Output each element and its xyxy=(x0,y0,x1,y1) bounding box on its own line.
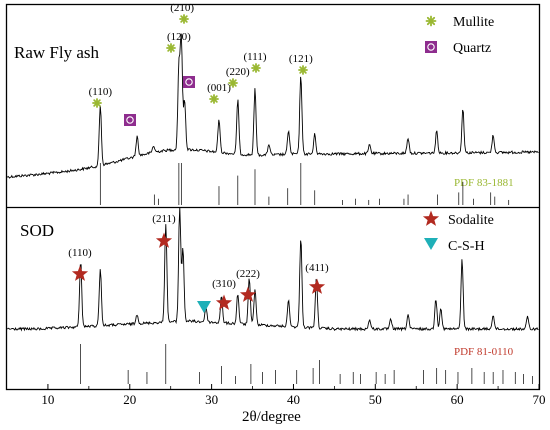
sodalite-star xyxy=(239,286,257,302)
x-tick-label: 50 xyxy=(369,392,382,407)
reference-card-bottom: PDF 81-0110 xyxy=(454,346,514,358)
legend-mullite-label: Mullite xyxy=(453,15,494,30)
mullite-asterisk xyxy=(228,78,238,88)
x-tick-label: 10 xyxy=(41,392,54,407)
hkl-label-bottom: (411) xyxy=(305,262,329,274)
x-tick-label: 60 xyxy=(451,392,464,407)
hkl-label-bottom: (110) xyxy=(68,247,92,259)
panel-title-top: Raw Fly ash xyxy=(14,43,100,62)
quartz-marker-ring xyxy=(185,78,193,86)
quartz-marker xyxy=(183,76,195,88)
legend-mullite-marker xyxy=(425,15,437,27)
quartz-marker-ring xyxy=(126,116,134,124)
mullite-asterisk xyxy=(298,65,308,75)
hkl-label-top: (220) xyxy=(226,66,250,78)
legend-csh-marker xyxy=(424,238,438,250)
pattern-line-raw-fly-ash xyxy=(7,33,539,179)
mullite-asterisk-stroke xyxy=(299,66,307,74)
quartz-marker xyxy=(124,114,136,126)
legend-csh-label: C-S-H xyxy=(448,239,485,254)
hkl-label-bottom: (211) xyxy=(152,213,176,225)
legend-quartz-marker xyxy=(425,41,437,53)
hkl-label-top: (210) xyxy=(170,2,194,14)
legend-quartz-square xyxy=(425,41,437,53)
legend-top: Mullite Quartz xyxy=(425,15,494,56)
quartz-marker-square xyxy=(124,114,136,126)
x-tick-label: 20 xyxy=(123,392,136,407)
mullite-asterisk-stroke xyxy=(229,79,237,87)
plot-frame xyxy=(5,3,541,391)
panel-bottom-layer: (110) (211) (310)(222) (411) xyxy=(7,207,539,384)
hkl-label-top: (120) xyxy=(167,31,191,43)
legend-quartz-label: Quartz xyxy=(453,41,491,56)
legend-mullite-asterisk-stroke xyxy=(426,16,436,26)
x-axis: 10 20 30 40 50 60 70 xyxy=(41,384,546,407)
x-tick-label: 40 xyxy=(287,392,300,407)
mullite-asterisk-stroke xyxy=(167,44,175,52)
mullite-asterisk xyxy=(179,14,189,24)
mullite-asterisk xyxy=(166,43,176,53)
reference-card-top: PDF 83-1881 xyxy=(454,177,514,189)
sodalite-star xyxy=(215,294,233,310)
legend-sodalite-label: Sodalite xyxy=(448,213,494,228)
pattern-line-sod xyxy=(7,207,539,332)
quartz-marker-square xyxy=(183,76,195,88)
x-tick-label: 30 xyxy=(205,392,218,407)
sodalite-star xyxy=(155,232,173,248)
hkl-label-top: (001) xyxy=(207,82,231,94)
hkl-label-bottom: (222) xyxy=(236,268,260,280)
sodalite-star xyxy=(71,265,89,281)
legend-csh-triangle xyxy=(424,238,438,250)
mullite-asterisk xyxy=(251,63,261,73)
x-axis-label: 2θ/degree xyxy=(242,409,301,425)
x-tick-label: 70 xyxy=(533,392,546,407)
csh-triangle xyxy=(197,301,211,313)
panel-title-bottom: SOD xyxy=(20,221,54,240)
mullite-asterisk xyxy=(92,98,102,108)
hkl-label-bottom: (310) xyxy=(212,278,236,290)
hkl-label-top: (111) xyxy=(243,51,266,63)
legend-sodalite-star xyxy=(422,210,440,226)
sodalite-star xyxy=(308,278,326,294)
legend-sodalite-marker xyxy=(422,210,440,226)
legend-quartz-square-square xyxy=(425,41,437,53)
mullite-asterisk-stroke xyxy=(210,95,218,103)
panel-top-layer: (110) (120) (210) (001) (220) (111) (121) xyxy=(7,2,539,205)
mullite-asterisk-stroke xyxy=(93,99,101,107)
legend-quartz-square-ring xyxy=(427,43,435,51)
mullite-asterisk xyxy=(209,94,219,104)
hkl-label-top: (110) xyxy=(89,86,113,98)
mullite-asterisk-stroke xyxy=(180,15,188,23)
hkl-label-top: (121) xyxy=(289,53,313,65)
legend-mullite-asterisk xyxy=(425,15,437,27)
legend-bottom: Sodalite C-S-H xyxy=(422,210,494,254)
mullite-asterisk-stroke xyxy=(252,64,260,72)
